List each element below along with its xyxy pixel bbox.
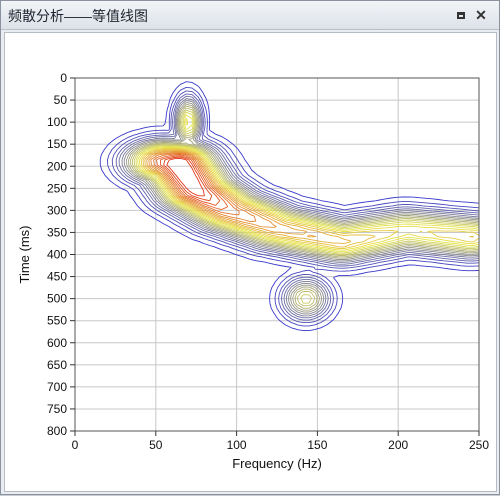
- y-tick-label: 350: [47, 225, 67, 239]
- restore-icon: [457, 12, 465, 19]
- contour-line: [126, 102, 479, 313]
- contour-line: [107, 86, 479, 327]
- contour-line: [150, 152, 257, 222]
- contour-line: [153, 153, 240, 216]
- contour-chart: 0 50 100 150 200 250 0 50 100 150 200 250 300 350 400 4…: [17, 71, 489, 471]
- x-tick-label: 0: [72, 438, 79, 452]
- contour-line: [111, 90, 479, 324]
- y-tick-label: 550: [47, 314, 67, 328]
- contour-line: [166, 157, 205, 197]
- contour-line: [159, 155, 221, 206]
- y-tick-label: 250: [47, 181, 67, 195]
- contour-line: [133, 109, 479, 304]
- window-title: 频散分析——等值线图: [8, 8, 148, 24]
- contour-line: [140, 148, 479, 249]
- y-tick-label: 50: [54, 93, 68, 107]
- contour-lines: [99, 81, 479, 332]
- y-tick-label: 0: [60, 71, 67, 85]
- contour-line: [128, 103, 479, 311]
- contour-line: [115, 93, 479, 321]
- y-tick-label: 650: [47, 358, 67, 372]
- chart-panel: 0 50 100 150 200 250 0 50 100 150 200 250 300 350 400 4…: [4, 32, 497, 492]
- y-tick-label: 100: [47, 115, 67, 129]
- contour-line: [99, 81, 479, 332]
- contour-line: [130, 105, 479, 309]
- contour-line: [156, 154, 228, 211]
- title-bar[interactable]: 频散分析——等值线图 ✕: [1, 1, 499, 30]
- y-tick-label: 800: [47, 424, 67, 438]
- contour-line: [146, 151, 317, 238]
- y-tick-label: 300: [47, 203, 67, 217]
- contour-line: [118, 95, 479, 319]
- contour-line: [139, 118, 479, 251]
- y-tick-label: 150: [47, 137, 67, 151]
- y-tick-label: 400: [47, 248, 67, 262]
- x-tick-label: 50: [149, 438, 163, 452]
- y-tick-label: 500: [47, 292, 67, 306]
- contour-line: [121, 98, 479, 317]
- contour-line: [131, 107, 479, 307]
- contour-line: [144, 150, 352, 244]
- y-tick-label: 450: [47, 270, 67, 284]
- y-tick-label: 600: [47, 336, 67, 350]
- y-axis-label: Time (ms): [17, 225, 32, 283]
- contour-line: [123, 100, 479, 315]
- contour-line: [135, 111, 479, 254]
- contour-line: [148, 151, 277, 228]
- y-tick-label: 700: [47, 380, 67, 394]
- x-tick-label: 100: [227, 438, 247, 452]
- close-button[interactable]: ✕: [473, 7, 489, 23]
- y-tick-label: 200: [47, 159, 67, 173]
- contour-line: [137, 114, 479, 253]
- x-tick-label: 200: [388, 438, 408, 452]
- restore-button[interactable]: [453, 7, 469, 23]
- y-tick-label: 750: [47, 402, 67, 416]
- contour-line: [142, 149, 474, 248]
- x-axis-label: Frequency (Hz): [232, 456, 322, 471]
- contour-line: [163, 156, 213, 202]
- close-icon: ✕: [475, 7, 487, 23]
- x-tick-label: 150: [307, 438, 327, 452]
- x-tick-label: 250: [469, 438, 489, 452]
